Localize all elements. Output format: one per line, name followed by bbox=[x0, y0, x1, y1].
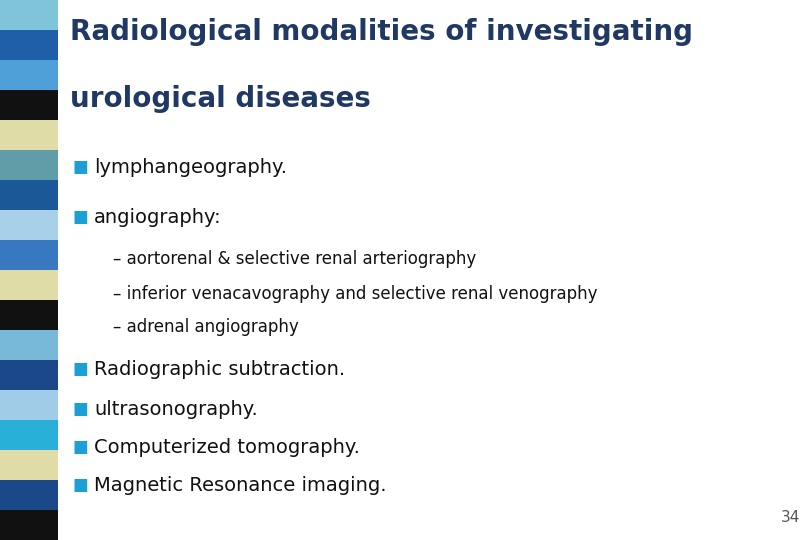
Text: ■: ■ bbox=[72, 158, 88, 176]
Text: – adrenal angiography: – adrenal angiography bbox=[113, 318, 299, 336]
Bar bbox=[0, 480, 58, 510]
Bar bbox=[0, 300, 58, 330]
Text: 34: 34 bbox=[781, 510, 800, 525]
Text: Radiological modalities of investigating: Radiological modalities of investigating bbox=[70, 18, 693, 46]
Bar bbox=[0, 420, 58, 450]
Bar bbox=[0, 90, 58, 120]
Text: – inferior venacavography and selective renal venography: – inferior venacavography and selective … bbox=[113, 285, 598, 303]
Text: ■: ■ bbox=[72, 208, 88, 226]
Text: Computerized tomography.: Computerized tomography. bbox=[94, 438, 360, 457]
Bar bbox=[0, 390, 58, 420]
Bar bbox=[0, 210, 58, 240]
Bar bbox=[0, 330, 58, 360]
Bar bbox=[0, 240, 58, 270]
Text: Magnetic Resonance imaging.: Magnetic Resonance imaging. bbox=[94, 476, 387, 495]
Text: ■: ■ bbox=[72, 360, 88, 378]
Text: Radiographic subtraction.: Radiographic subtraction. bbox=[94, 360, 345, 379]
Bar bbox=[0, 60, 58, 90]
Bar bbox=[0, 150, 58, 180]
Bar bbox=[0, 0, 58, 30]
Text: – aortorenal & selective renal arteriography: – aortorenal & selective renal arteriogr… bbox=[113, 250, 476, 268]
Text: ■: ■ bbox=[72, 438, 88, 456]
Bar bbox=[0, 510, 58, 540]
Bar bbox=[0, 270, 58, 300]
Text: angiography:: angiography: bbox=[94, 208, 222, 227]
Bar bbox=[0, 360, 58, 390]
Bar bbox=[0, 450, 58, 480]
Bar bbox=[0, 180, 58, 210]
Text: lymphangeography.: lymphangeography. bbox=[94, 158, 288, 177]
Text: ultrasonography.: ultrasonography. bbox=[94, 400, 258, 419]
Text: urological diseases: urological diseases bbox=[70, 85, 371, 113]
Bar bbox=[0, 120, 58, 150]
Text: ■: ■ bbox=[72, 476, 88, 494]
Text: ■: ■ bbox=[72, 400, 88, 418]
Bar bbox=[0, 30, 58, 60]
